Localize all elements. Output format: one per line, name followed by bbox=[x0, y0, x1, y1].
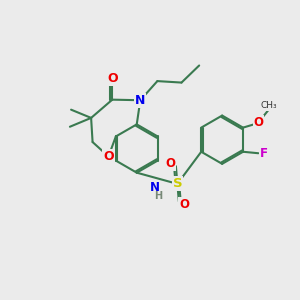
Text: O: O bbox=[254, 116, 263, 128]
Text: F: F bbox=[260, 147, 268, 160]
Text: N: N bbox=[150, 182, 160, 194]
Text: O: O bbox=[103, 150, 114, 163]
Text: CH₃: CH₃ bbox=[261, 101, 277, 110]
Text: H: H bbox=[154, 191, 162, 201]
Text: O: O bbox=[107, 72, 118, 85]
Text: S: S bbox=[172, 177, 182, 190]
Text: O: O bbox=[166, 157, 176, 170]
Text: O: O bbox=[179, 198, 189, 211]
Text: N: N bbox=[135, 94, 146, 107]
